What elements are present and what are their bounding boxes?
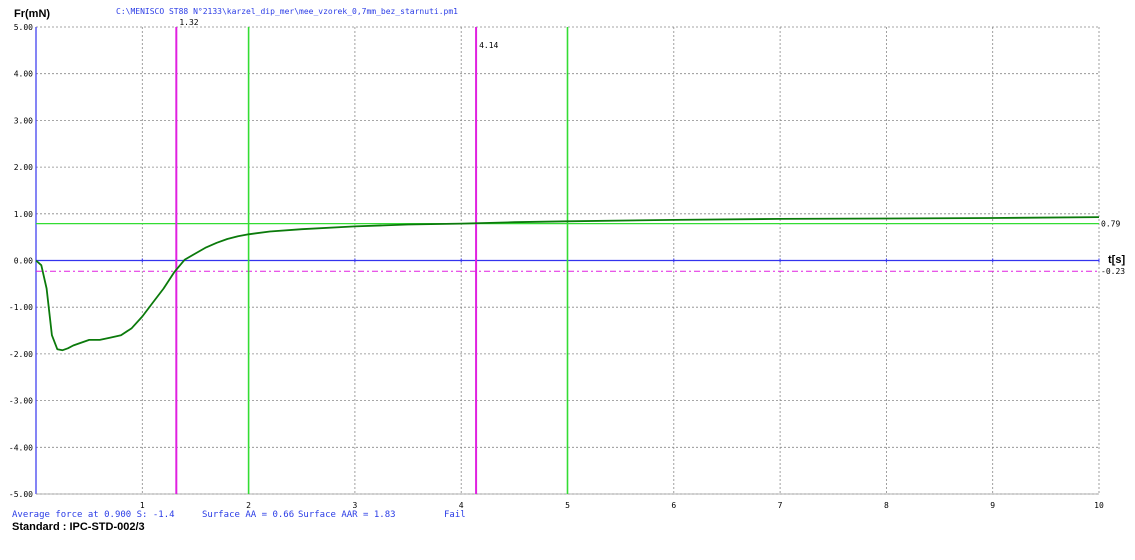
y-tick-label: -5.00 (9, 490, 33, 499)
y-tick-label: 4.00 (14, 70, 33, 79)
surface-aar-text: Surface AAR = 1.83 (298, 510, 396, 520)
x-tick-label: 7 (778, 501, 783, 510)
reference-line-label: -0.23 (1101, 267, 1125, 276)
x-tick-label: 2 (246, 501, 251, 510)
x-tick-label: 10 (1094, 501, 1104, 510)
x-tick-label: 6 (671, 501, 676, 510)
force-time-chart: 5.00 4.00 3.00 2.00 1.00 0.00 -1.00 -2.00 -3.00 -… (9, 7, 1126, 510)
y-tick-label: 5.00 (14, 23, 33, 32)
reference-lines (36, 27, 1099, 494)
y-tick-label: 3.00 (14, 116, 33, 125)
x-tick-label: 9 (990, 501, 995, 510)
x-tick-label: 4 (459, 501, 464, 510)
x-tick-label: 1 (140, 501, 145, 510)
y-tick-label: 0.00 (14, 257, 33, 266)
y-tick-label: -2.00 (9, 350, 33, 359)
y-tick-label: -4.00 (9, 443, 33, 452)
standard-label: Standard : IPC-STD-002/3 (12, 521, 145, 533)
force-curve-line (35, 216, 1100, 352)
file-path-title: C:\MENISCO ST88 N°2133\karzel_dip_mer\me… (116, 7, 458, 16)
y-tick-label: 1.00 (14, 210, 33, 219)
result-status: Fail (444, 510, 466, 520)
y-tick-label: -3.00 (9, 397, 33, 406)
surface-aa-text: Surface AA = 0.66 (202, 510, 295, 520)
y-tick-label: -1.00 (9, 303, 33, 312)
reference-line-label: 4.14 (479, 41, 498, 50)
y-tick-label: 2.00 (14, 163, 33, 172)
y-axis-label: Fr(mN) (14, 8, 50, 20)
x-axis-label: t[s] (1108, 254, 1125, 266)
x-tick-label: 5 (565, 501, 570, 510)
reference-line-label: 1.32 (179, 18, 198, 27)
results-line: Average force at 0.900 S: -1.4 Surface A… (12, 510, 466, 560)
reference-line-label: 0.79 (1101, 220, 1120, 229)
x-tick-label: 3 (352, 501, 357, 510)
chart-labels: 5.00 4.00 3.00 2.00 1.00 0.00 -1.00 -2.00 -3.00 -… (9, 7, 1126, 510)
average-force-text: Average force at 0.900 S: -1.4 (12, 510, 175, 520)
x-tick-label: 8 (884, 501, 889, 510)
data-series (35, 216, 1100, 352)
